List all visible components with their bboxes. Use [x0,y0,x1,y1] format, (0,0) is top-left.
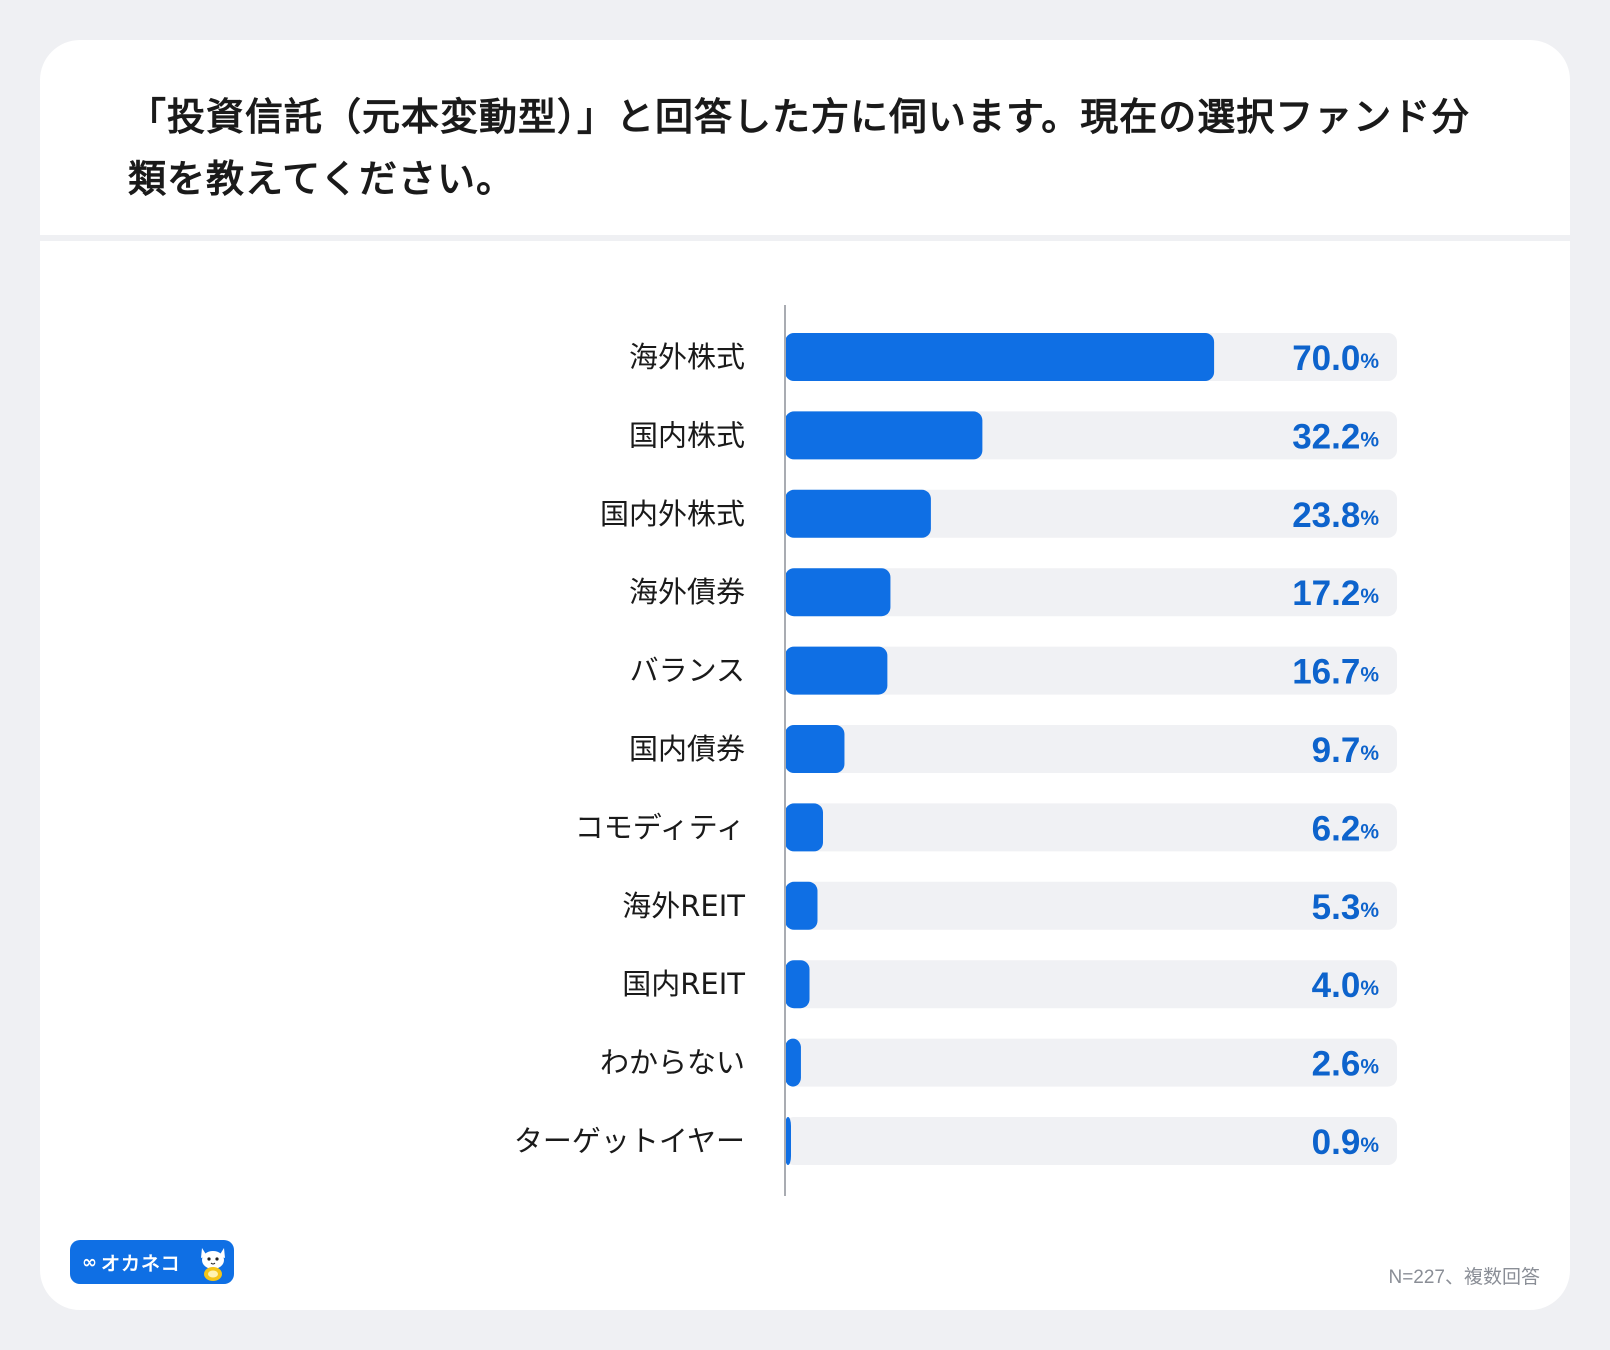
value-label: 0.9% [1312,1123,1380,1162]
bar-2 [785,411,983,460]
bar-7 [785,803,824,852]
bar-9 [785,960,810,1009]
sample-size-note: N=227、複数回答 [1388,1267,1540,1288]
category-label: 国内株式 [629,418,745,452]
bar-4 [785,568,891,617]
category-label: 海外債券 [629,575,745,609]
category-label: 国内REIT [622,967,745,1001]
value-label: 5.3% [1312,887,1380,926]
category-label: 国内債券 [629,732,745,766]
infinity-icon: ∞ [82,1251,97,1273]
bar-11 [785,1117,791,1165]
bar-6 [785,725,845,773]
bar-8 [785,881,818,930]
value-label: 16.7% [1292,652,1379,691]
bar-10 [785,1038,801,1087]
chart-title: 「投資信託（元本変動型）」と回答した方に伺います。現在の選択ファンド分類を教えて… [128,95,1471,201]
bar-1 [785,333,1215,381]
bar-track [785,725,1397,773]
bar-5 [785,646,888,695]
value-label: 70.0% [1292,339,1379,378]
value-label: 6.2% [1312,809,1380,848]
bar-track [785,1038,1397,1087]
category-label: 海外株式 [629,340,745,374]
bar-track [785,960,1397,1009]
chart-card: 「投資信託（元本変動型）」と回答した方に伺います。現在の選択ファンド分類を教えて… [40,40,1570,1310]
bar-track [785,646,1397,695]
title-area: 「投資信託（元本変動型）」と回答した方に伺います。現在の選択ファンド分類を教えて… [40,40,1570,241]
bar-track [785,803,1397,852]
value-label: 17.2% [1292,574,1379,613]
brand-logo[interactable]: ∞ オカネコ [70,1240,234,1284]
category-label: 海外REIT [622,889,745,923]
cat-mascot-icon [201,1248,225,1281]
category-label: バランス [630,654,745,688]
value-label: 32.2% [1292,417,1379,456]
bar-chart: 海外株式 70.0% 国内株式 32.2% 国内外株式 23.8% 海外債券 17.2% バラン… [514,305,1397,1196]
category-label: 国内外株式 [600,497,745,531]
bar-3 [785,489,931,538]
value-label: 23.8% [1292,495,1379,534]
bar-track [785,489,1397,538]
category-label: コモディティ [575,810,745,844]
bar-track [785,1117,1397,1165]
bar-track [785,881,1397,930]
brand-name: オカネコ [101,1252,181,1275]
category-label: わからない [600,1046,745,1080]
bar-track [785,568,1397,617]
value-label: 2.6% [1312,1044,1380,1083]
value-label: 9.7% [1312,731,1380,770]
category-label: ターゲットイヤー [514,1124,745,1158]
value-label: 4.0% [1312,966,1380,1005]
